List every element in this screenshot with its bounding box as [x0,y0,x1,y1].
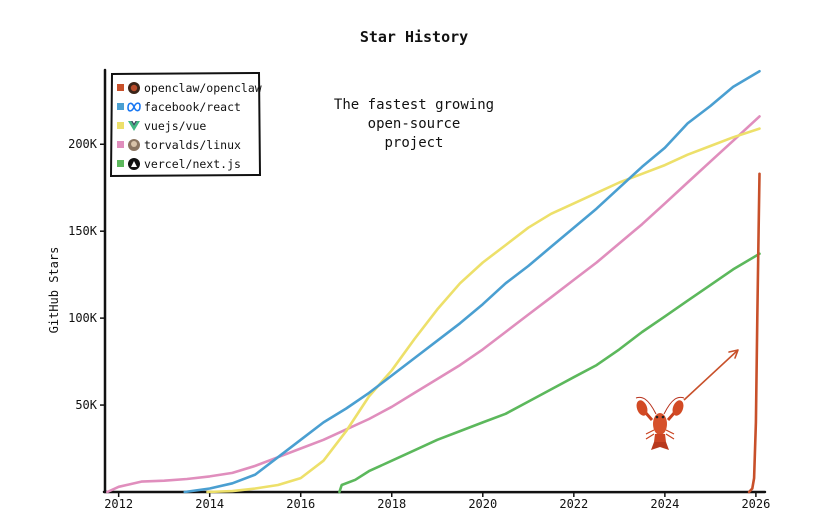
x-tick-label: 2014 [195,497,224,511]
y-tick-label: 50K [75,398,97,412]
series-line-torvalds-linux [106,115,761,494]
nextjs-logo-icon [128,158,140,170]
y-tick-label: 200K [68,137,98,151]
annotation-line-1: The fastest growing [334,97,494,113]
x-tick-label: 2012 [104,497,133,511]
x-tick-label: 2020 [468,497,497,511]
y-axis-ticks: 50K 100K 150K 200K [68,137,105,412]
legend-label: vercel/next.js [144,157,241,171]
legend-item-vercel-next-js: vercel/next.js [117,157,241,171]
y-tick-label: 100K [68,311,98,325]
x-axis-ticks: 2012 2014 2016 2018 2020 2022 2024 2026 [104,492,770,511]
legend-item-torvalds-linux: torvalds/linux [117,138,241,152]
x-tick-label: 2018 [377,497,406,511]
legend-swatch [117,103,124,110]
y-axis-label: GitHub Stars [47,247,61,334]
x-tick-label: 2016 [286,497,315,511]
x-tick-label: 2026 [741,497,770,511]
legend-swatch [117,84,124,91]
series-line-openclaw-openclaw [747,172,761,494]
vue-logo-icon [128,121,140,131]
legend-label: torvalds/linux [144,138,241,152]
torvalds-avatar-icon [128,139,140,151]
legend-swatch [117,160,124,167]
annotation-line-3: project [384,135,443,151]
chart-title: Star History [360,28,468,46]
openclaw-avatar-icon [128,82,140,94]
legend-swatch [117,141,124,148]
legend-frame [109,71,262,178]
annotation-line-2: open-source [368,116,461,132]
lobster-icon [635,396,685,450]
legend-label: facebook/react [144,100,241,114]
legend-label: vuejs/vue [144,119,206,133]
series-line-vercel-next-js [338,252,761,494]
y-tick-label: 150K [68,224,98,238]
y-axis-line [103,68,107,494]
x-tick-label: 2022 [559,497,588,511]
legend-item-openclaw-openclaw: openclaw/openclaw [117,81,262,95]
x-tick-label: 2024 [650,497,679,511]
series-line-facebook-react [183,69,761,494]
x-axis-line [102,490,767,494]
legend-item-vuejs-vue: vuejs/vue [117,119,206,133]
legend-label: openclaw/openclaw [144,81,262,95]
series-lines [106,69,761,494]
legend-item-facebook-react: facebook/react [117,100,241,114]
meta-logo-icon [127,102,141,112]
series-line-vuejs-vue [206,127,761,494]
annotation: The fastest growing open-source project [334,97,494,151]
annotation-arrow [683,349,739,401]
legend: openclaw/openclaw facebook/react vuejs/vue… [109,71,262,178]
legend-swatch [117,122,124,129]
